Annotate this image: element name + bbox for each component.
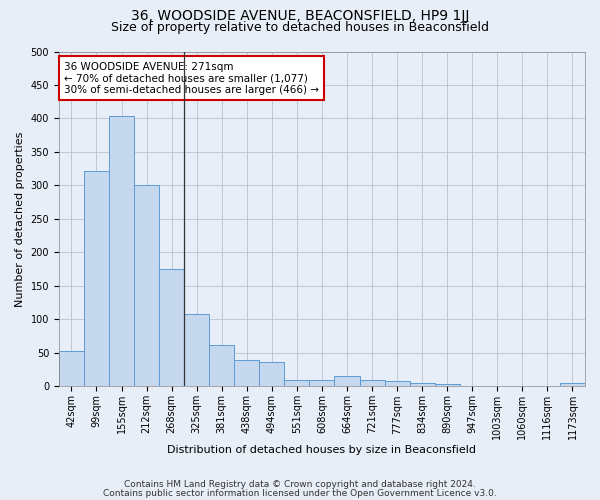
Bar [410, 383, 434, 386]
Text: 36, WOODSIDE AVENUE, BEACONSFIELD, HP9 1JJ: 36, WOODSIDE AVENUE, BEACONSFIELD, HP9 1… [131, 9, 469, 23]
Bar [334, 376, 359, 386]
Bar [109, 116, 134, 386]
Text: Size of property relative to detached houses in Beaconsfield: Size of property relative to detached ho… [111, 22, 489, 35]
Y-axis label: Number of detached properties: Number of detached properties [15, 132, 25, 306]
Text: Contains HM Land Registry data © Crown copyright and database right 2024.: Contains HM Land Registry data © Crown c… [124, 480, 476, 489]
Bar [560, 383, 585, 386]
Bar [359, 380, 385, 386]
Bar [284, 380, 310, 386]
Bar [385, 381, 410, 386]
X-axis label: Distribution of detached houses by size in Beaconsfield: Distribution of detached houses by size … [167, 445, 476, 455]
Bar [209, 345, 234, 387]
Text: 36 WOODSIDE AVENUE: 271sqm
← 70% of detached houses are smaller (1,077)
30% of s: 36 WOODSIDE AVENUE: 271sqm ← 70% of deta… [64, 62, 319, 94]
Bar [310, 380, 334, 386]
Bar [59, 351, 84, 386]
Bar [84, 170, 109, 386]
Bar [184, 314, 209, 386]
Bar [234, 360, 259, 386]
Bar [159, 269, 184, 386]
Bar [259, 362, 284, 386]
Text: Contains public sector information licensed under the Open Government Licence v3: Contains public sector information licen… [103, 490, 497, 498]
Bar [134, 186, 159, 386]
Bar [434, 384, 460, 386]
